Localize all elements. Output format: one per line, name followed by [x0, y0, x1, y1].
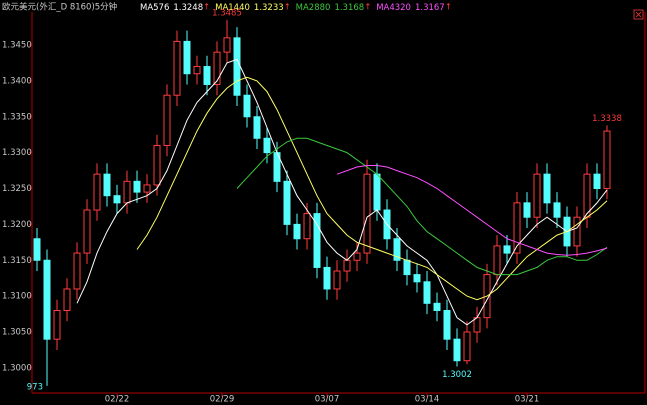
y-tick-label: 1.3100 [2, 292, 32, 302]
candle-body [403, 259, 411, 276]
candle-body [73, 252, 81, 290]
candle-body [463, 331, 471, 362]
price-annotation: 1.3485 [212, 8, 242, 18]
legend-value: 1.3233 [254, 3, 284, 13]
candle-body [323, 266, 331, 290]
legend-arrow: ↑ [203, 3, 210, 13]
candle-body [303, 213, 311, 240]
x-tick-label: 02/29 [210, 395, 235, 405]
candle-body [543, 173, 551, 204]
window-icon[interactable] [633, 9, 644, 20]
legend: MA576 1.3248 ↑ MA1440 1.3233 ↑ MA2880 1.3168 ↑ MA… [140, 3, 452, 13]
candle-body [223, 37, 231, 53]
ma-line [76, 58, 608, 326]
candle-body [423, 281, 431, 304]
price-annotation: 1.3002 [442, 370, 472, 380]
candle-body [373, 173, 381, 211]
x-tick-label: 03/21 [515, 395, 540, 405]
candle-body [123, 180, 131, 204]
candle-body [353, 252, 361, 261]
x-tick-label: 03/07 [315, 395, 340, 405]
legend-entry: MA1440 1.3233 [215, 3, 284, 13]
legend-name: MA2880 [296, 3, 331, 13]
candle-body [493, 245, 501, 276]
y-tick-label: 1.3150 [2, 256, 32, 266]
ma-line [136, 76, 608, 301]
candle-body [333, 270, 341, 290]
x-tick-label: 02/22 [105, 395, 130, 405]
y-tick-label: 1.3250 [2, 184, 32, 194]
ma-line [336, 165, 608, 256]
candle-body [63, 288, 71, 311]
candle-body [253, 116, 261, 139]
candle-body [603, 130, 611, 190]
candle-body [83, 209, 91, 254]
candle-body [53, 309, 61, 340]
candle-body [453, 338, 461, 362]
price-annotation: 973 [27, 382, 43, 392]
legend-arrow: ↑ [445, 3, 452, 13]
candle-body [213, 51, 221, 85]
candle-body [413, 274, 421, 283]
candle-body [553, 202, 561, 218]
legend-entry: MA2880 1.3168 [296, 3, 365, 13]
y-tick-label: 1.3050 [2, 328, 32, 338]
chart-title: 欧元美元(外汇_D 8160)5分钟 [2, 2, 117, 13]
candle-body [523, 202, 531, 218]
candle-body [183, 40, 191, 75]
legend-value: 1.3168 [334, 3, 364, 13]
candle-body [503, 245, 511, 254]
candle-body [473, 317, 481, 333]
candle-body [243, 94, 251, 118]
candle-body [443, 309, 451, 340]
candle-body [593, 173, 601, 190]
candle-body [343, 259, 351, 272]
candle-body [103, 173, 111, 197]
legend-name: MA576 [140, 3, 169, 13]
candle-body [313, 213, 321, 268]
candle-body [573, 216, 581, 247]
candle-body [263, 137, 271, 154]
candle-body [133, 180, 141, 193]
y-tick-label: 1.3300 [2, 148, 32, 158]
candle-body [363, 173, 371, 254]
candle-body [293, 223, 301, 240]
legend-arrow: ↑ [284, 3, 291, 13]
window-icon-cross [635, 11, 642, 18]
candle-body [33, 238, 41, 261]
legend-entry: MA4320 1.3167 [376, 3, 445, 13]
y-tick-label: 1.3000 [2, 363, 32, 373]
candle-body [193, 66, 201, 75]
candle-body [113, 195, 121, 204]
candle-body [173, 40, 181, 96]
y-tick-label: 1.3450 [2, 41, 32, 51]
candle-body [233, 37, 241, 96]
candle-body [283, 180, 291, 225]
x-tick-label: 03/14 [415, 395, 440, 405]
price-annotation: 1.3338 [592, 114, 622, 124]
candle-body [153, 144, 161, 186]
y-tick-label: 1.3200 [2, 220, 32, 230]
candle-body [433, 302, 441, 311]
legend-entry: MA576 1.3248 [140, 3, 203, 13]
y-tick-label: 1.3350 [2, 112, 32, 122]
legend-value: 1.3167 [415, 3, 445, 13]
legend-value: 1.3248 [173, 3, 203, 13]
candle-body [163, 94, 171, 146]
candle-body [533, 173, 541, 218]
candle-body [43, 259, 51, 340]
candle-body [143, 184, 151, 193]
y-tick-label: 1.3400 [2, 76, 32, 86]
candle-body [203, 66, 211, 85]
legend-name: MA1440 [215, 3, 250, 13]
candle-body [393, 238, 401, 261]
legend-arrow: ↑ [364, 3, 371, 13]
ma-line [236, 137, 608, 276]
candle-body [93, 173, 101, 211]
candle-body [513, 202, 521, 254]
legend-name: MA4320 [376, 3, 411, 13]
